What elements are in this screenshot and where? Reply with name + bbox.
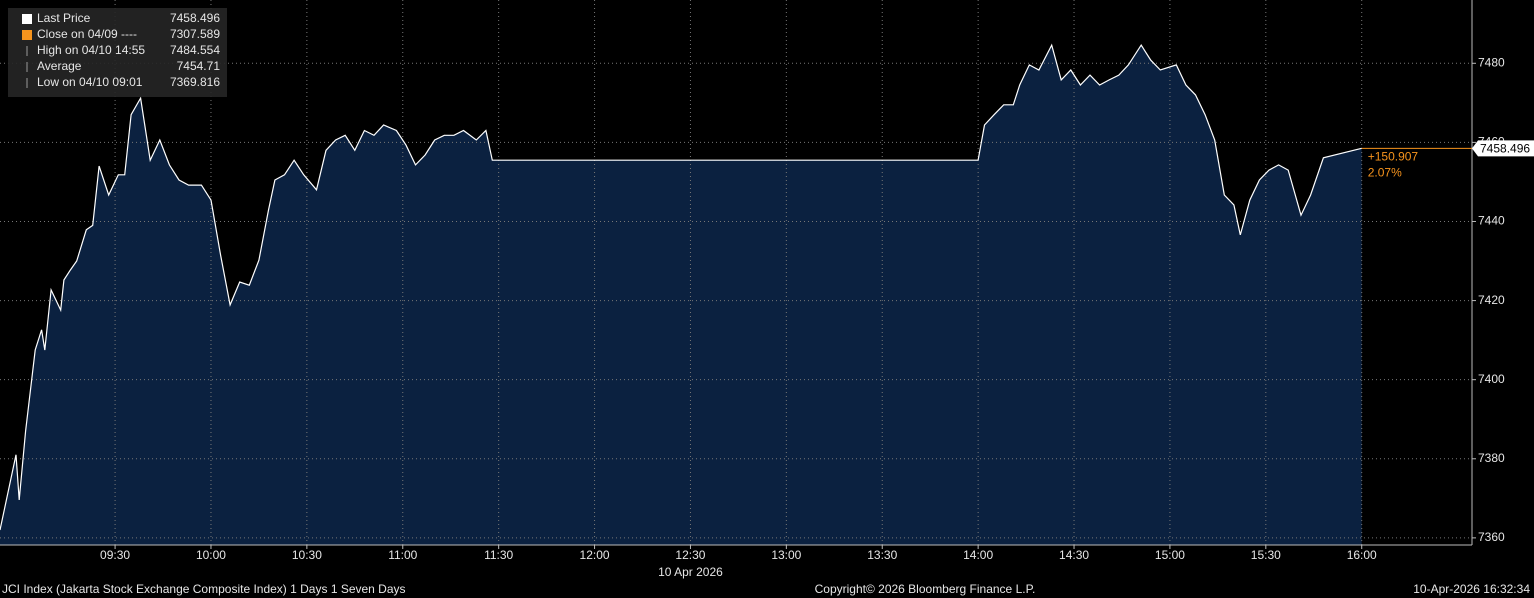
x-tick-label: 10:30 — [292, 548, 322, 562]
x-tick-label: 15:00 — [1155, 548, 1185, 562]
x-tick-label: 13:30 — [867, 548, 897, 562]
x-tick-label: 11:30 — [484, 548, 513, 562]
y-tick-label: 7480 — [1478, 55, 1505, 69]
date-label: 10 Apr 2026 — [658, 565, 723, 579]
legend-value: 7369.816 — [170, 75, 220, 89]
legend-swatch — [22, 14, 32, 24]
legend-box — [8, 8, 227, 97]
price-line — [0, 43, 1362, 531]
legend-value: 7307.589 — [170, 27, 220, 41]
legend-label: Low on 04/10 09:01 — [37, 75, 143, 89]
last-price-label: 7458.496 — [1480, 142, 1530, 156]
footer-center: Copyright© 2026 Bloomberg Finance L.P. — [815, 582, 1036, 596]
legend-value: 7458.496 — [170, 11, 220, 25]
x-tick-label: 12:30 — [675, 548, 705, 562]
legend-swatch — [22, 30, 32, 40]
x-tick-label: 15:30 — [1251, 548, 1281, 562]
last-price-box — [1472, 140, 1534, 157]
x-tick-label: 09:30 — [100, 548, 130, 562]
x-tick-label: 14:00 — [963, 548, 993, 562]
y-tick-label: 7360 — [1478, 530, 1505, 544]
legend-label: Average — [37, 59, 82, 73]
x-tick-label: 16:00 — [1347, 548, 1377, 562]
legend-label: Last Price — [37, 11, 91, 25]
y-tick-label: 7440 — [1478, 214, 1505, 228]
change-pct-text: 2.07% — [1368, 166, 1402, 180]
change-text: +150.907 — [1368, 150, 1419, 164]
x-tick-label: 10:00 — [196, 548, 226, 562]
area-fill — [0, 45, 1362, 545]
legend-label: High on 04/10 14:55 — [37, 43, 145, 57]
x-tick-label: 13:00 — [771, 548, 801, 562]
x-tick-label: 11:00 — [388, 548, 417, 562]
legend-value: 7484.554 — [170, 43, 220, 57]
legend-label: Close on 04/09 ---- — [37, 27, 137, 41]
x-tick-label: 12:00 — [580, 548, 610, 562]
x-tick-label: 14:30 — [1059, 548, 1089, 562]
footer-left: JCI Index (Jakarta Stock Exchange Compos… — [2, 582, 406, 596]
y-tick-label: 7400 — [1478, 372, 1505, 386]
legend-value: 7454.71 — [177, 59, 221, 73]
y-tick-label: 7420 — [1478, 293, 1505, 307]
footer-right: 10-Apr-2026 16:32:34 — [1413, 582, 1530, 596]
y-tick-label: 7380 — [1478, 451, 1505, 465]
